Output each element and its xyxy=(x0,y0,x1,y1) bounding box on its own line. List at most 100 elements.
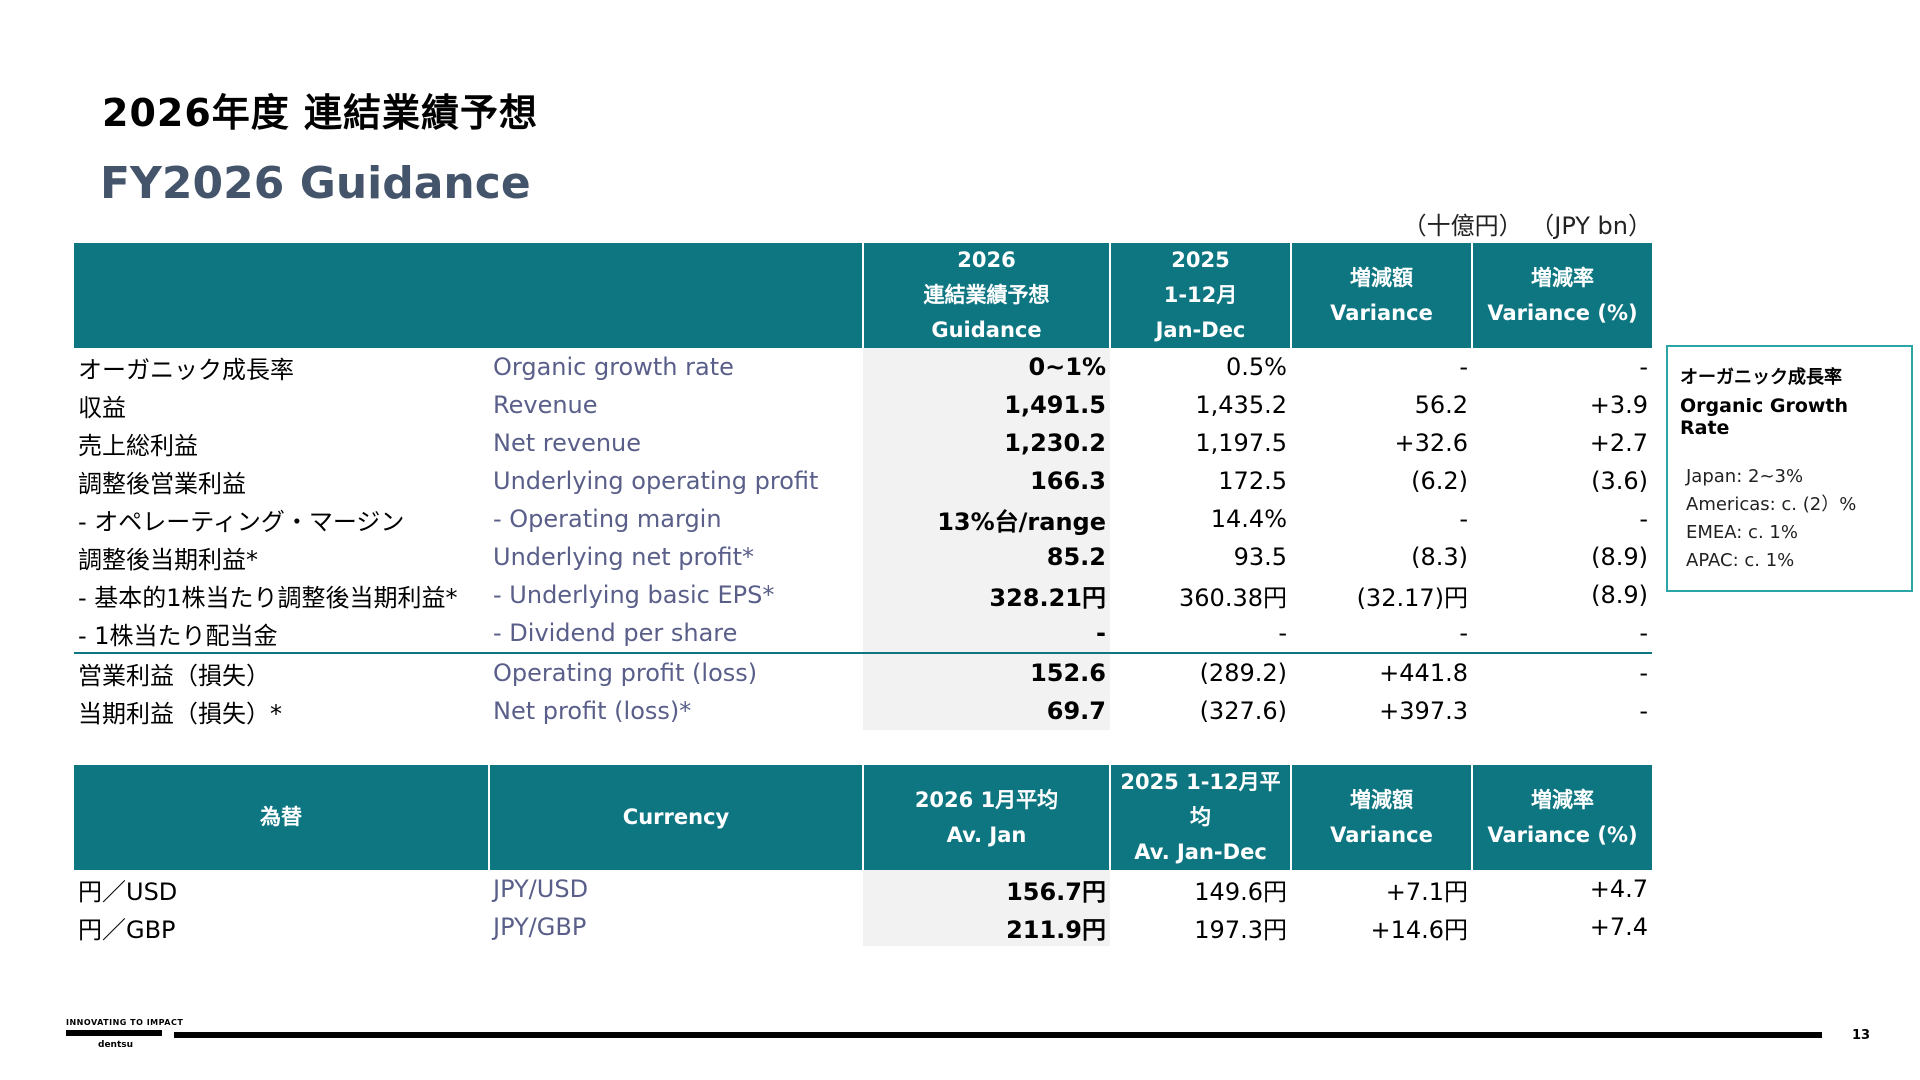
guidance-table-header: 2026 連結業績予想 Guidance 2025 1-12月 Jan-Dec … xyxy=(74,243,1652,348)
row-label-jp: 収益 xyxy=(78,393,126,422)
prior-value: 1,435.2 xyxy=(1195,391,1287,419)
row-label-en: Underlying net profit* xyxy=(493,543,755,571)
header-variance: 増減額 Variance xyxy=(1290,765,1472,870)
header-variance-pct: 増減率 Variance (%) xyxy=(1471,243,1652,348)
variance-value: +397.3 xyxy=(1379,697,1468,725)
guidance-value: 1,230.2 xyxy=(863,424,1110,462)
table-row: 円／USD JPY/USD 156.7円 149.6円 +7.1円 +4.7 xyxy=(74,870,1652,908)
table-row: 調整後当期利益* Underlying net profit* 85.2 93.… xyxy=(74,538,1652,576)
prior-value: - xyxy=(1278,619,1287,647)
guidance-table: 2026 連結業績予想 Guidance 2025 1-12月 Jan-Dec … xyxy=(74,243,1652,730)
variance-value: - xyxy=(1459,619,1468,647)
prior-value: 14.4% xyxy=(1210,505,1287,533)
row-label-jp: 当期利益（損失）* xyxy=(78,699,282,728)
table-row: - 1株当たり配当金 - Dividend per share - - - - xyxy=(74,614,1652,653)
logo-tagline: INNOVATING TO IMPACT xyxy=(66,1018,184,1027)
row-label-jp: 調整後当期利益* xyxy=(78,545,258,574)
organic-growth-title-jp: オーガニック成長率 xyxy=(1680,367,1842,388)
row-label-en: - Operating margin xyxy=(493,505,722,533)
header-blank-en xyxy=(489,243,863,348)
guidance-value: 0~1% xyxy=(863,348,1110,386)
row-label-jp: 営業利益（損失） xyxy=(74,652,489,692)
row-label-jp: - 1株当たり配当金 xyxy=(78,621,278,650)
variance-pct-value: +2.7 xyxy=(1589,429,1648,457)
row-label-jp: オーガニック成長率 xyxy=(78,355,294,384)
prior-value: 172.5 xyxy=(1218,467,1287,495)
prior-value: 0.5% xyxy=(1226,353,1287,381)
currency-table: 為替 Currency 2026 1月平均 Av. Jan 2025 1-12月… xyxy=(74,765,1652,946)
guidance-value: 152.6 xyxy=(863,652,1110,692)
header-prior-jp: 1-12月 xyxy=(1163,283,1238,307)
variance-pct-value: - xyxy=(1639,619,1648,647)
header-prior-avg-jp: 2025 1-12月平均 xyxy=(1120,770,1281,829)
header-variance-jp: 増減額 xyxy=(1350,787,1413,812)
region-growth-emea: EMEA: c. 1% xyxy=(1686,522,1798,543)
header-guidance: 2026 連結業績予想 Guidance xyxy=(862,243,1110,348)
table-row: 売上総利益 Net revenue 1,230.2 1,197.5 +32.6 … xyxy=(74,424,1652,462)
page-number: 13 xyxy=(1852,1028,1871,1043)
variance-value: - xyxy=(1459,353,1468,381)
table-row: - オペレーティング・マージン - Operating margin 13%台/… xyxy=(74,500,1652,538)
prior-rate: 197.3円 xyxy=(1194,915,1287,944)
currency-label-en: JPY/GBP xyxy=(493,913,587,941)
header-variance-pct-jp: 増減率 xyxy=(1531,787,1594,812)
table-row: 円／GBP JPY/GBP 211.9円 197.3円 +14.6円 +7.4 xyxy=(74,908,1652,946)
organic-growth-box: オーガニック成長率 Organic Growth Rate Japan: 2~3… xyxy=(1666,345,1913,592)
table-row: 収益 Revenue 1,491.5 1,435.2 56.2 +3.9 xyxy=(74,386,1652,424)
region-growth-americas: Americas: c. (2）% xyxy=(1686,494,1857,515)
table-row: オーガニック成長率 Organic growth rate 0~1% 0.5% … xyxy=(74,348,1652,386)
logo-brand: dentsu xyxy=(98,1040,134,1050)
variance-value: +7.1円 xyxy=(1385,877,1468,906)
row-label-en: Operating profit (loss) xyxy=(489,652,863,692)
variance-pct-value: (3.6) xyxy=(1591,467,1648,495)
header-current-avg-jp: 2026 1月平均 xyxy=(914,787,1059,812)
region-growth-apac: APAC: c. 1% xyxy=(1686,550,1795,571)
variance-value: - xyxy=(1459,505,1468,533)
header-variance-pct: 増減率 Variance (%) xyxy=(1471,765,1652,870)
guidance-value: 328.21円 xyxy=(863,576,1110,614)
variance-pct-value: +3.9 xyxy=(1589,391,1648,419)
currency-label-jp: 円／USD xyxy=(78,877,178,906)
current-rate: 156.7円 xyxy=(863,870,1110,908)
header-variance-pct-en: Variance (%) xyxy=(1487,822,1638,847)
currency-table-header: 為替 Currency 2026 1月平均 Av. Jan 2025 1-12月… xyxy=(74,765,1652,870)
guidance-value: 1,491.5 xyxy=(863,386,1110,424)
variance-value: 56.2 xyxy=(1414,391,1468,419)
header-guidance-en: Guidance xyxy=(931,318,1042,342)
header-prior-en: Jan-Dec xyxy=(1155,318,1246,342)
header-currency-jp: 為替 xyxy=(74,765,489,870)
variance-value: +32.6 xyxy=(1394,429,1468,457)
prior-value: 360.38円 xyxy=(1179,583,1287,612)
prior-value: 93.5 xyxy=(1233,543,1287,571)
variance-value: +14.6円 xyxy=(1370,915,1468,944)
row-label-en: - Underlying basic EPS* xyxy=(493,581,775,609)
logo-bar xyxy=(66,1030,162,1036)
variance-value: (32.17)円 xyxy=(1356,583,1468,612)
guidance-value: - xyxy=(863,614,1110,653)
header-variance-pct-en: Variance (%) xyxy=(1487,300,1638,325)
header-variance: 増減額 Variance xyxy=(1290,243,1472,348)
header-variance-en: Variance xyxy=(1330,822,1433,847)
row-label-en: Net profit (loss)* xyxy=(493,697,692,725)
header-prior-avg-en: Av. Jan-Dec xyxy=(1134,840,1267,864)
header-current-avg: 2026 1月平均 Av. Jan xyxy=(862,765,1110,870)
header-guidance-year: 2026 xyxy=(957,248,1016,272)
header-prior: 2025 1-12月 Jan-Dec xyxy=(1109,243,1291,348)
prior-value: 1,197.5 xyxy=(1195,429,1287,457)
page-title-en: FY2026 Guidance xyxy=(100,158,531,209)
header-blank-jp xyxy=(74,243,489,348)
header-currency-en: Currency xyxy=(488,765,863,870)
row-label-jp: 売上総利益 xyxy=(78,431,198,460)
unit-label: （十億円） （JPY bn） xyxy=(1402,212,1652,240)
row-label-jp: - オペレーティング・マージン xyxy=(78,507,405,536)
variance-pct-value: - xyxy=(1472,652,1652,692)
company-logo: INNOVATING TO IMPACT dentsu xyxy=(66,1018,183,1050)
variance-pct-value: (8.9) xyxy=(1591,581,1648,609)
row-label-jp: 調整後営業利益 xyxy=(78,469,246,498)
current-rate: 211.9円 xyxy=(863,908,1110,946)
variance-pct-value: - xyxy=(1639,505,1648,533)
currency-label-en: JPY/USD xyxy=(493,875,589,903)
row-label-en: Organic growth rate xyxy=(493,353,734,381)
variance-pct-value: (8.9) xyxy=(1591,543,1648,571)
header-variance-pct-jp: 増減率 xyxy=(1531,265,1594,290)
